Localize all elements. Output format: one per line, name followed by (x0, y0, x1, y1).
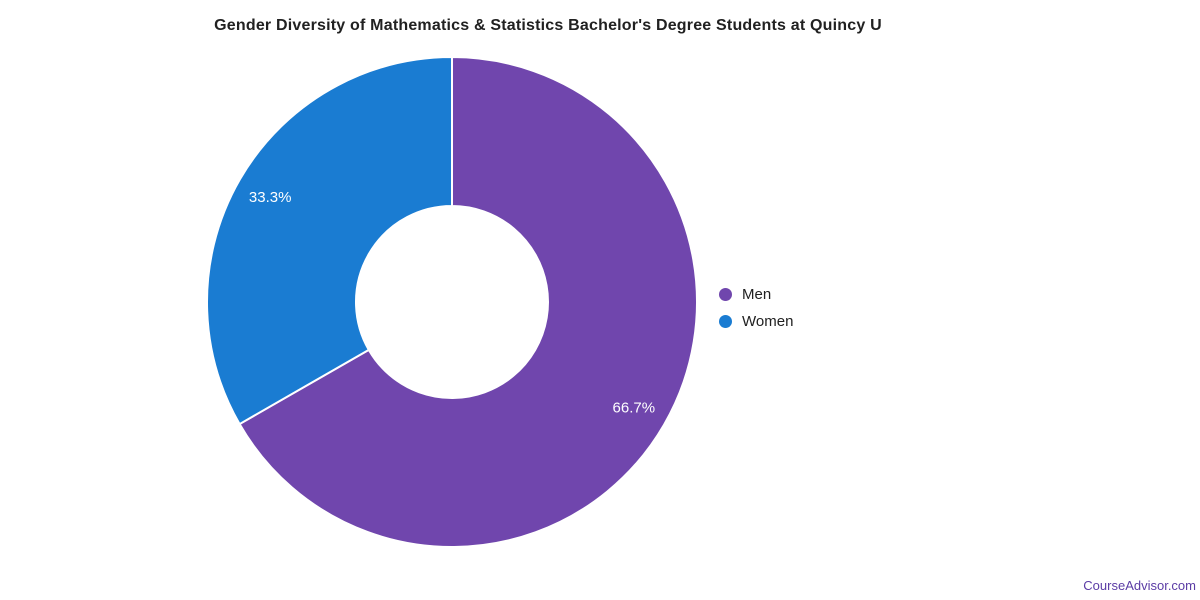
chart-title: Gender Diversity of Mathematics & Statis… (214, 17, 882, 34)
courseadvisor-watermark-link[interactable]: CourseAdvisor.com (1083, 578, 1196, 593)
chart-legend: Men Women (719, 281, 793, 335)
slice-label-women: 33.3% (249, 189, 292, 206)
legend-label-women: Women (742, 313, 794, 330)
legend-item-men[interactable]: Men (719, 281, 793, 308)
pie-slice-men[interactable] (238, 56, 698, 548)
pie-slice-women[interactable] (206, 56, 453, 426)
legend-label-men: Men (742, 286, 772, 303)
slice-label-men: 66.7% (613, 399, 656, 416)
legend-swatch-men-icon (719, 288, 732, 301)
legend-swatch-women-icon (719, 315, 732, 328)
legend-item-women[interactable]: Women (719, 308, 793, 335)
